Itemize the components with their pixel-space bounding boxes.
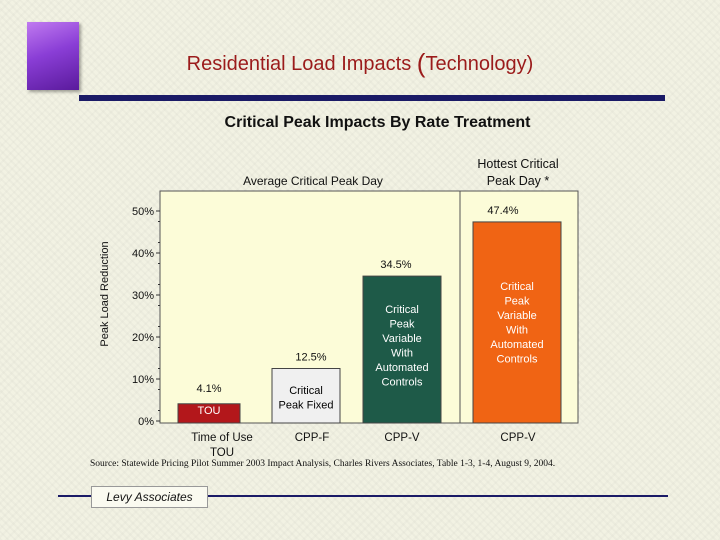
data-label: 4.1% bbox=[196, 383, 221, 395]
bar-text: With bbox=[391, 347, 413, 359]
footer-label: Levy Associates bbox=[91, 486, 208, 508]
bar bbox=[177, 403, 241, 424]
footer-line-right bbox=[208, 495, 668, 497]
title-paren-open: ( bbox=[416, 48, 426, 78]
bar-text: Controls bbox=[382, 376, 423, 388]
y-tick-label: 10% bbox=[132, 374, 154, 386]
chart-subtitle: Critical Peak Impacts By Rate Treatment bbox=[224, 114, 531, 131]
bar-text: Controls bbox=[497, 353, 538, 365]
source-note: Source: Statewide Pricing Pilot Summer 2… bbox=[90, 459, 556, 469]
bar-text: Variable bbox=[382, 333, 422, 345]
data-label: 47.4% bbox=[487, 205, 518, 217]
title-main: Technology bbox=[425, 53, 527, 75]
x-tick-label: CPP-V bbox=[384, 432, 419, 444]
y-tick-label: 50% bbox=[132, 206, 154, 218]
bar-text: Variable bbox=[497, 310, 537, 322]
bar bbox=[271, 368, 341, 424]
x-tick-label: TOU bbox=[210, 447, 234, 459]
bar bbox=[362, 275, 442, 424]
x-tick-label: CPP-F bbox=[295, 432, 330, 444]
bar-text: With bbox=[506, 324, 528, 336]
title-paren-close: ) bbox=[526, 53, 534, 75]
y-tick-label: 40% bbox=[132, 248, 154, 260]
bar-text: Critical bbox=[289, 385, 323, 397]
bar-text: Peak bbox=[389, 318, 415, 330]
data-label: 34.5% bbox=[380, 259, 411, 271]
group-label: Hottest Critical bbox=[477, 157, 558, 171]
y-tick-label: 0% bbox=[138, 416, 154, 428]
logo-square bbox=[27, 22, 79, 90]
bar-text: Automated bbox=[490, 339, 543, 351]
x-tick-label: Time of Use bbox=[191, 432, 253, 444]
x-tick-label: CPP-V bbox=[500, 432, 535, 444]
bar bbox=[472, 221, 562, 424]
bar-text: Critical bbox=[385, 304, 419, 316]
footer-line-left bbox=[58, 495, 91, 497]
bar-text: Automated bbox=[375, 362, 428, 374]
data-label: 12.5% bbox=[295, 352, 326, 364]
bar-text: Peak bbox=[504, 295, 530, 307]
page-title: Residential Load Impacts (Technology) bbox=[0, 48, 720, 79]
y-axis-label: Peak Load Reduction bbox=[99, 241, 111, 346]
bar-text: Peak Fixed bbox=[278, 399, 333, 411]
bar-text: Critical bbox=[500, 281, 534, 293]
y-tick-label: 20% bbox=[132, 332, 154, 344]
title-text: Residential Load Impacts bbox=[186, 53, 417, 75]
group-label: Average Critical Peak Day bbox=[243, 174, 383, 188]
group-label: Peak Day * bbox=[487, 174, 550, 188]
title-underline-bar bbox=[79, 95, 665, 101]
bar-text: TOU bbox=[197, 405, 220, 417]
y-tick-label: 30% bbox=[132, 290, 154, 302]
